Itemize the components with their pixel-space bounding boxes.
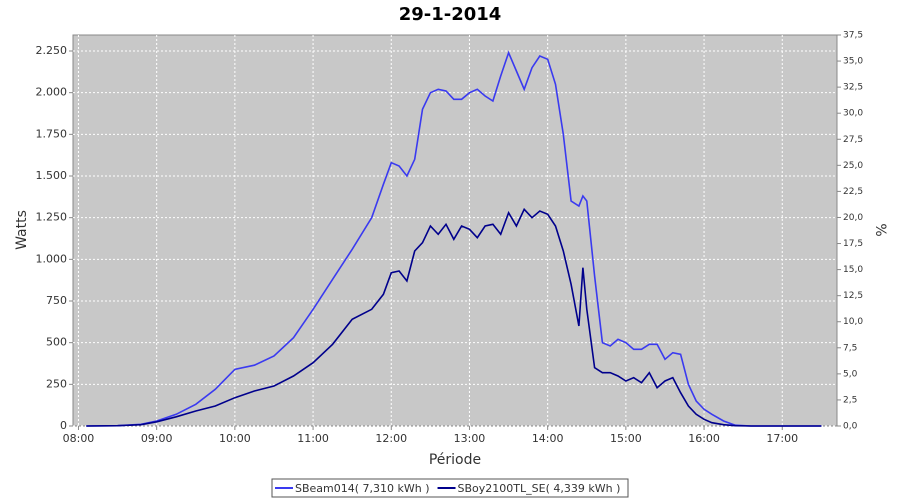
y-tick-label: 250 <box>46 377 67 390</box>
y-tick-label: 2.250 <box>36 44 68 57</box>
y-tick-label: 0 <box>60 419 67 432</box>
x-tick-label: 12:00 <box>375 432 407 445</box>
y-tick-label: 2.000 <box>36 86 68 99</box>
y2-tick-label: 12,5 <box>843 291 863 301</box>
x-tick-label: 14:00 <box>532 432 564 445</box>
x-axis-label: Période <box>429 452 481 468</box>
legend-label: SBoy2100TL_SE( 4,339 kWh ) <box>458 482 621 495</box>
y2-tick-label: 37,5 <box>843 31 863 41</box>
x-tick-label: 10:00 <box>219 432 251 445</box>
series-line <box>86 50 822 427</box>
y2-tick-label: 2,5 <box>843 395 857 405</box>
y2-tick-label: 32,5 <box>843 83 863 93</box>
x-tick-label: 11:00 <box>297 432 329 445</box>
y-axis-label: Watts <box>14 210 30 250</box>
y-tick-label: 1.000 <box>36 252 68 265</box>
y-tick-label: 1.500 <box>36 169 68 182</box>
x-tick-label: 09:00 <box>141 432 173 445</box>
legend-label: SBeam014( 7,310 kWh ) <box>295 482 430 495</box>
y2-tick-label: 27,5 <box>843 135 863 145</box>
y2-tick-label: 35,0 <box>843 57 863 67</box>
y2-tick-label: 25,0 <box>843 161 863 171</box>
y2-tick-label: 10,0 <box>843 317 863 327</box>
y2-tick-label: 15,0 <box>843 265 863 275</box>
x-tick-label: 13:00 <box>454 432 486 445</box>
y-tick-label: 750 <box>46 294 67 307</box>
y2-tick-label: 5,0 <box>843 369 858 379</box>
y2-tick-label: 22,5 <box>843 187 863 197</box>
y2-axis-label: % <box>872 223 888 236</box>
y2-tick-label: 30,0 <box>843 109 863 119</box>
y2-tick-label: 0,0 <box>843 422 858 432</box>
y2-tick-label: 17,5 <box>843 239 863 249</box>
x-tick-label: 08:00 <box>63 432 95 445</box>
y-tick-label: 1.250 <box>36 211 68 224</box>
x-tick-label: 17:00 <box>766 432 798 445</box>
y2-tick-label: 7,5 <box>843 343 857 353</box>
y-tick-label: 500 <box>46 336 67 349</box>
plot-area <box>72 34 838 427</box>
y2-tick-label: 20,0 <box>843 213 863 223</box>
chart-title: 29-1-2014 <box>399 4 502 25</box>
x-tick-label: 15:00 <box>610 432 642 445</box>
x-tick-label: 16:00 <box>688 432 720 445</box>
y-tick-label: 1.750 <box>36 127 68 140</box>
series-line <box>86 207 822 427</box>
